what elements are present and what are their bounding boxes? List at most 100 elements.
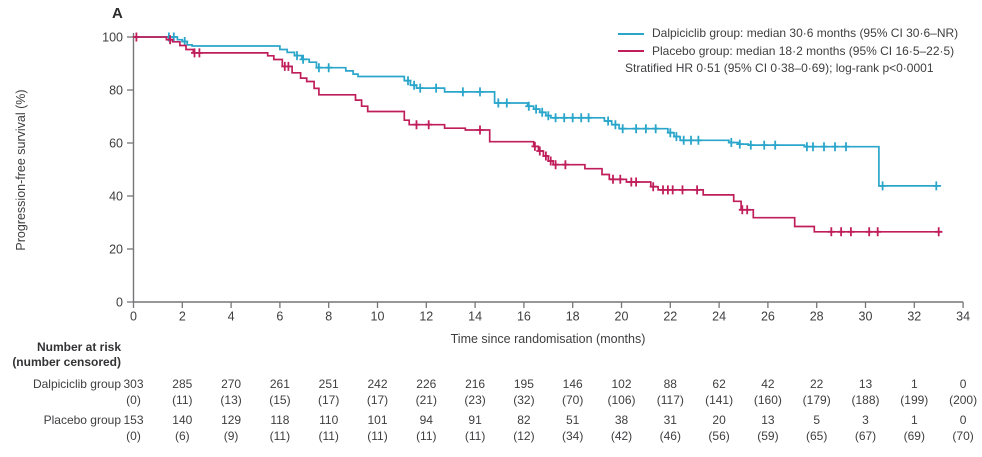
censored-value: (117) xyxy=(656,393,684,407)
censored-value: (199) xyxy=(900,393,929,407)
x-tick-label: 4 xyxy=(228,310,235,324)
placebo-line-swatch xyxy=(618,50,644,53)
at-risk-value: 5 xyxy=(813,413,821,427)
censored-value: (12) xyxy=(513,429,535,443)
y-tick-label: 100 xyxy=(102,31,123,45)
axes xyxy=(132,33,964,303)
at-risk-value: 153 xyxy=(123,413,144,427)
at-risk-value: 88 xyxy=(663,377,677,391)
at-risk-value: 3 xyxy=(862,413,869,427)
censored-value: (32) xyxy=(513,393,535,407)
at-risk-value: 251 xyxy=(318,377,339,391)
at-risk-value: 31 xyxy=(663,413,677,427)
censor-marks-dalpiciclib xyxy=(165,32,940,191)
censored-value: (67) xyxy=(854,429,877,443)
x-tick-label: 2 xyxy=(179,310,186,324)
censored-value: (6) xyxy=(174,429,190,443)
at-risk-value: 0 xyxy=(959,413,967,427)
y-tick-label: 60 xyxy=(109,137,123,151)
censored-value: (69) xyxy=(903,429,925,443)
at-risk-value: 110 xyxy=(319,413,339,427)
at-risk-value: 1 xyxy=(910,377,918,391)
legend: Dalpiciclib group: median 30·6 months (9… xyxy=(618,25,958,78)
at-risk-value: 270 xyxy=(221,377,242,391)
censored-value: (200) xyxy=(949,393,978,407)
censored-value: (21) xyxy=(415,393,437,407)
legend-item-dalpiciclib: Dalpiciclib group: median 30·6 months (9… xyxy=(618,25,958,43)
censor-marks-placebo xyxy=(132,32,943,237)
x-tick-label: 22 xyxy=(663,310,677,324)
at-risk-value: 226 xyxy=(416,377,437,391)
at-risk-value: 91 xyxy=(468,413,482,427)
risk-table-subtitle: (number censored) xyxy=(12,355,121,369)
at-risk-value: 101 xyxy=(367,413,388,427)
y-tick-label: 0 xyxy=(116,296,123,310)
censored-value: (11) xyxy=(416,429,437,443)
x-tick-label: 34 xyxy=(956,310,970,324)
dalpiciclib-line-swatch xyxy=(618,32,644,35)
legend-label-dalpiciclib: Dalpiciclib group: median 30·6 months (9… xyxy=(652,26,959,40)
at-risk-value: 102 xyxy=(611,377,632,391)
at-risk-value: 94 xyxy=(419,413,433,427)
censored-value: (11) xyxy=(318,429,339,443)
censored-value: (0) xyxy=(126,393,141,407)
censored-value: (11) xyxy=(172,393,193,407)
at-risk-value: 303 xyxy=(123,377,144,391)
at-risk-value: 118 xyxy=(270,413,290,427)
legend-stat-note: Stratified HR 0·51 (95% CI 0·38–0·69); l… xyxy=(625,61,934,75)
censored-value: (56) xyxy=(708,429,730,443)
at-risk-value: 261 xyxy=(269,377,290,391)
at-risk-value: 13 xyxy=(761,413,775,427)
x-tick-label: 0 xyxy=(130,310,137,324)
censored-value: (34) xyxy=(562,429,584,443)
censored-value: (46) xyxy=(659,429,681,443)
x-tick-label: 30 xyxy=(859,310,873,324)
censored-value: (106) xyxy=(607,393,636,407)
x-tick-label: 10 xyxy=(371,310,385,324)
at-risk-value: 140 xyxy=(172,413,193,427)
censored-value: (17) xyxy=(318,393,340,407)
km-curve-dalpiciclib xyxy=(133,36,942,187)
y-tick-label: 40 xyxy=(109,190,123,204)
censored-value: (11) xyxy=(367,429,388,443)
censored-value: (188) xyxy=(851,393,880,407)
censored-value: (70) xyxy=(562,393,584,407)
x-tick-label: 8 xyxy=(325,310,332,324)
x-tick-label: 28 xyxy=(810,310,824,324)
censored-value: (9) xyxy=(223,429,239,443)
censored-value: (179) xyxy=(802,393,831,407)
censored-value: (17) xyxy=(366,393,389,407)
censored-value: (42) xyxy=(610,429,633,443)
at-risk-value: 242 xyxy=(367,377,388,391)
at-risk-value: 51 xyxy=(566,413,580,427)
censored-value: (23) xyxy=(464,393,486,407)
at-risk-value: 20 xyxy=(712,413,726,427)
x-tick-label: 24 xyxy=(712,310,726,324)
at-risk-value: 146 xyxy=(562,377,583,391)
x-tick-label: 18 xyxy=(566,310,580,324)
at-risk-value: 62 xyxy=(712,377,726,391)
risk-row-label: Placebo group xyxy=(43,413,121,427)
x-tick-label: 20 xyxy=(615,310,629,324)
censored-value: (0) xyxy=(126,429,141,443)
risk-row-label: Dalpiciclib group xyxy=(32,377,121,391)
at-risk-value: 38 xyxy=(614,413,629,427)
censored-value: (11) xyxy=(269,429,291,443)
at-risk-value: 42 xyxy=(761,377,775,391)
at-risk-value: 82 xyxy=(517,413,531,427)
at-risk-value: 129 xyxy=(221,413,242,427)
legend-item-placebo: Placebo group: median 18·2 months (95% C… xyxy=(618,43,958,61)
censored-value: (65) xyxy=(806,429,828,443)
y-tick-label: 20 xyxy=(109,243,123,257)
at-risk-value: 0 xyxy=(959,377,967,391)
censored-value: (141) xyxy=(705,393,734,407)
at-risk-value: 195 xyxy=(513,377,534,391)
x-axis-label: Time since randomisation (months) xyxy=(450,332,646,346)
censored-value: (15) xyxy=(269,393,291,407)
x-tick-label: 16 xyxy=(517,310,531,324)
x-tick-label: 6 xyxy=(276,310,283,324)
legend-label-placebo: Placebo group: median 18·2 months (95% C… xyxy=(652,43,955,58)
at-risk-value: 22 xyxy=(810,377,824,391)
